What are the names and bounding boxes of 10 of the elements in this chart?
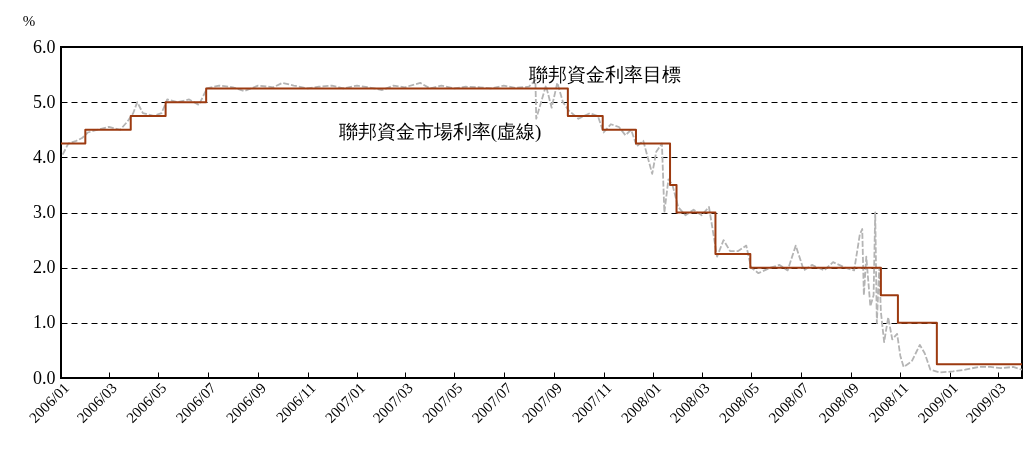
- y-tick-label: 5.0: [33, 91, 56, 112]
- y-axis-title: %: [22, 13, 36, 29]
- y-tick-label: 3.0: [33, 202, 56, 222]
- y-tick-label: 6.0: [33, 36, 56, 57]
- y-tick-label: 0.0: [33, 367, 56, 388]
- series-label: 聯邦資金市場利率(虛線): [338, 121, 542, 143]
- series-label: 聯邦資金利率目標: [529, 64, 681, 85]
- y-tick-label: 4.0: [33, 146, 56, 167]
- y-tick-label: 1.0: [33, 312, 56, 333]
- y-tick-label: 2.0: [33, 257, 56, 278]
